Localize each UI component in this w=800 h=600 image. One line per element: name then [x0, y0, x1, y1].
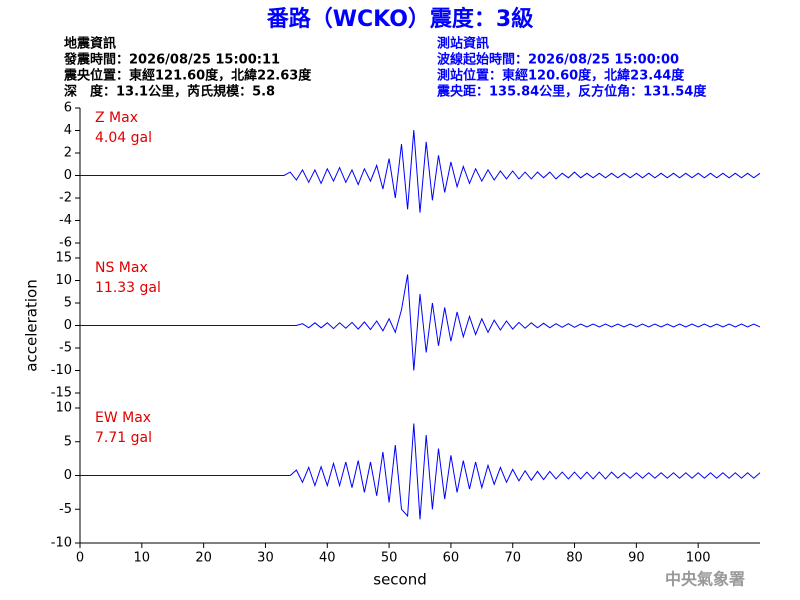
y-tick-label: 10: [55, 401, 72, 416]
x-tick-label: 90: [628, 551, 645, 566]
x-axis-label: second: [373, 571, 427, 589]
y-tick-label: -10: [51, 363, 72, 378]
x-tick-label: 100: [686, 551, 711, 566]
y-tick-label: 0: [64, 318, 72, 333]
y-tick-label: 0: [64, 168, 72, 183]
x-tick-label: 40: [319, 551, 336, 566]
panel-label: Z Max: [95, 110, 138, 126]
info-line: 地震資訊: [64, 36, 116, 52]
x-tick-label: 50: [381, 551, 398, 566]
panel-max: 11.33 gal: [95, 280, 161, 296]
y-tick-label: -2: [59, 191, 72, 206]
waveform: [80, 274, 761, 371]
x-tick-label: 10: [134, 551, 151, 566]
info-line: 深 度：13.1公里，芮氏規模：5.8: [64, 84, 275, 100]
x-tick-label: 20: [195, 551, 212, 566]
waveform: [80, 130, 761, 213]
y-tick-label: 5: [64, 434, 72, 449]
info-line: 測站資訊: [437, 36, 489, 52]
event-info: 地震資訊 發震時間：2026/08/25 15:00:11 震央位置：東經121…: [63, 36, 312, 100]
y-tick-label: 10: [55, 273, 72, 288]
title: 番路（WCKO）震度：3級: [266, 6, 533, 32]
y-tick-label: 2: [64, 146, 72, 161]
x-tick-label: 80: [566, 551, 583, 566]
info-line: 震央位置：東經121.60度，北緯22.63度: [63, 68, 312, 84]
panel-label: NS Max: [95, 260, 148, 276]
y-tick-label: 5: [64, 296, 72, 311]
panel-label: EW Max: [95, 410, 151, 426]
x-tick-label: 30: [257, 551, 274, 566]
panel-max: 4.04 gal: [95, 130, 152, 146]
info-line: 發震時間：2026/08/25 15:00:11: [63, 52, 280, 68]
y-tick-label: 15: [55, 251, 72, 266]
info-line: 波線起始時間：2026/08/25 15:00:00: [437, 52, 679, 68]
y-tick-label: 0: [64, 468, 72, 483]
info-line: 測站位置：東經120.60度，北緯23.44度: [437, 68, 685, 84]
panel-max: 7.71 gal: [95, 430, 152, 446]
waveform: [80, 423, 761, 520]
y-tick-label: -15: [51, 386, 72, 401]
y-tick-label: -5: [59, 502, 72, 517]
y-tick-label: 6: [64, 101, 72, 116]
y-tick-label: 4: [64, 123, 72, 138]
agency: 中央氣象署: [665, 570, 745, 589]
y-tick-label: -6: [59, 236, 72, 251]
station-info: 測站資訊 波線起始時間：2026/08/25 15:00:00 測站位置：東經1…: [436, 36, 707, 100]
x-tick-label: 0: [76, 551, 84, 566]
y-tick-label: -5: [59, 341, 72, 356]
y-tick-label: -10: [51, 536, 72, 551]
y-tick-label: -4: [59, 213, 72, 228]
x-tick-label: 60: [443, 551, 460, 566]
x-tick-label: 70: [504, 551, 521, 566]
info-line: 震央距：135.84公里，反方位角：131.54度: [436, 84, 707, 100]
y-axis-label: acceleration: [23, 279, 41, 371]
